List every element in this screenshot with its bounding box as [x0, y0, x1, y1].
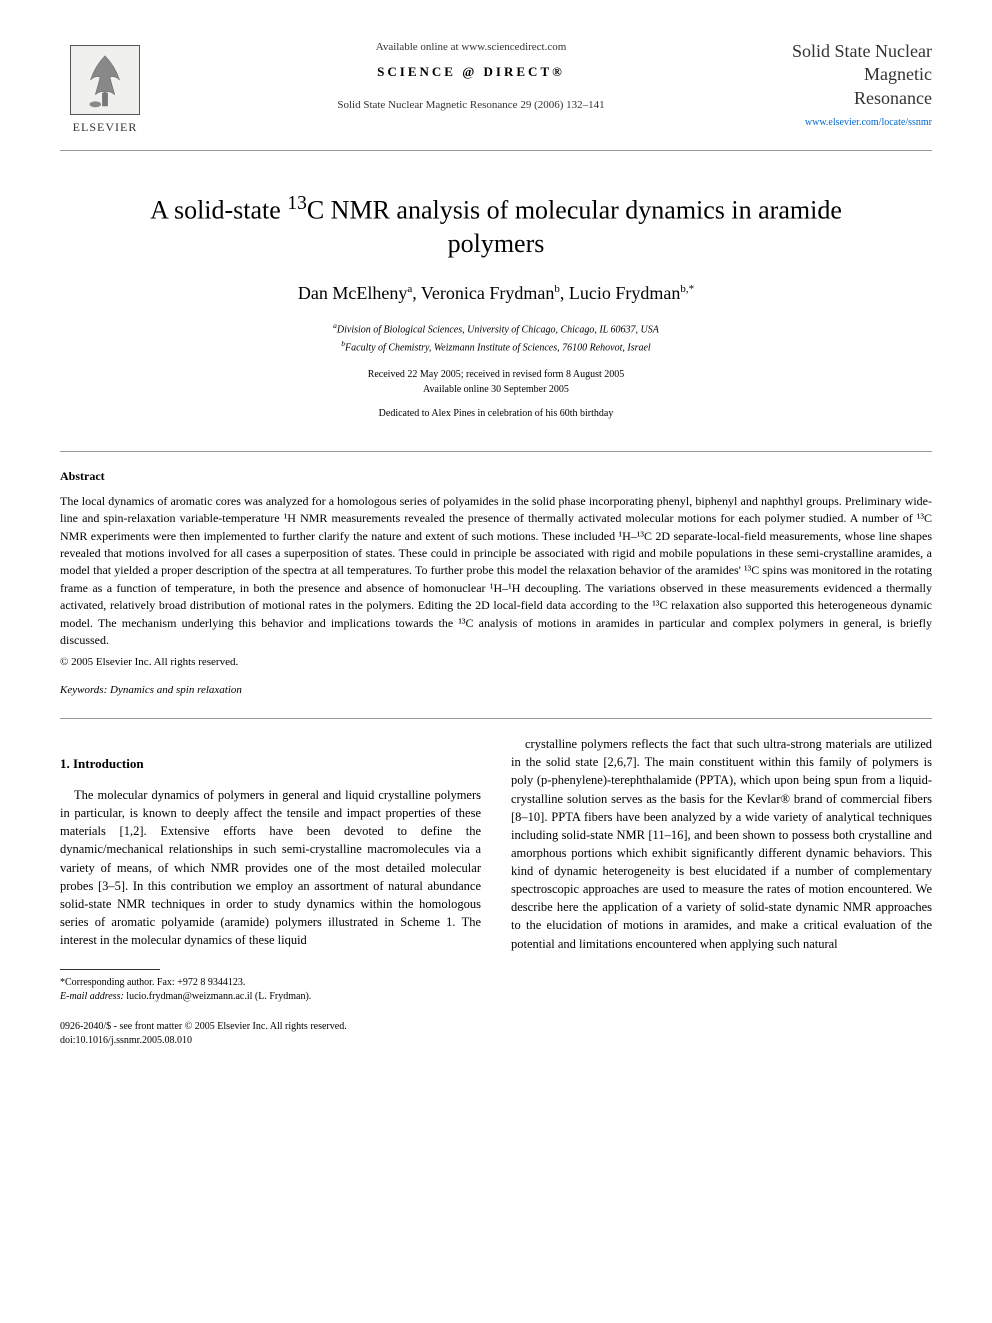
- author-3: Lucio Frydman: [569, 283, 680, 303]
- intro-paragraph-left: The molecular dynamics of polymers in ge…: [60, 786, 481, 949]
- keywords-label: Keywords:: [60, 684, 107, 696]
- online-date: Available online 30 September 2005: [423, 384, 569, 395]
- science-direct-logo: SCIENCE @ DIRECT®: [170, 63, 772, 81]
- article-dates: Received 22 May 2005; received in revise…: [60, 367, 932, 397]
- journal-reference: Solid State Nuclear Magnetic Resonance 2…: [170, 98, 772, 113]
- header-center: Available online at www.sciencedirect.co…: [150, 40, 792, 113]
- column-right: crystalline polymers reflects the fact t…: [511, 735, 932, 1048]
- abstract-heading: Abstract: [60, 468, 932, 485]
- received-date: Received 22 May 2005; received in revise…: [368, 369, 625, 380]
- affiliation-a: Division of Biological Sciences, Univers…: [337, 325, 659, 336]
- authors-line: Dan McElhenya, Veronica Frydmanb, Lucio …: [60, 281, 932, 306]
- article-title: A solid-state 13C NMR analysis of molecu…: [100, 191, 892, 261]
- title-text-pre: A solid-state: [150, 196, 287, 225]
- doi-block: 0926-2040/$ - see front matter © 2005 El…: [60, 1020, 481, 1048]
- journal-title-box: Solid State Nuclear Magnetic Resonance w…: [792, 40, 932, 130]
- elsevier-label: ELSEVIER: [73, 119, 138, 136]
- divider-bottom: [60, 718, 932, 719]
- author-2: Veronica Frydman: [421, 283, 554, 303]
- journal-url-link[interactable]: www.elsevier.com/locate/ssnmr: [792, 116, 932, 130]
- author-2-affil: b: [554, 283, 560, 295]
- journal-title: Solid State Nuclear Magnetic Resonance: [792, 40, 932, 110]
- column-left: 1. Introduction The molecular dynamics o…: [60, 735, 481, 1048]
- page-header: ELSEVIER Available online at www.science…: [60, 40, 932, 151]
- doi-line: doi:10.1016/j.ssnmr.2005.08.010: [60, 1034, 481, 1048]
- footnote-rule: [60, 969, 160, 970]
- body-columns: 1. Introduction The molecular dynamics o…: [60, 735, 932, 1048]
- title-superscript: 13: [287, 193, 307, 214]
- front-matter-line: 0926-2040/$ - see front matter © 2005 El…: [60, 1020, 481, 1034]
- affiliations: aDivision of Biological Sciences, Univer…: [60, 320, 932, 355]
- abstract-copyright: © 2005 Elsevier Inc. All rights reserved…: [60, 655, 932, 670]
- email-footnote: E-mail address: lucio.frydman@weizmann.a…: [60, 990, 481, 1004]
- author-1-affil: a: [407, 283, 412, 295]
- elsevier-tree-icon: [70, 45, 140, 115]
- author-1: Dan McElheny: [298, 283, 407, 303]
- elsevier-logo: ELSEVIER: [60, 40, 150, 140]
- available-online-text: Available online at www.sciencedirect.co…: [170, 40, 772, 55]
- keywords: Keywords: Dynamics and spin relaxation: [60, 683, 932, 698]
- affiliation-b: Faculty of Chemistry, Weizmann Institute…: [345, 342, 651, 353]
- email-address: lucio.frydman@weizmann.ac.il (L. Frydman…: [124, 991, 312, 1002]
- abstract-text: The local dynamics of aromatic cores was…: [60, 493, 932, 650]
- divider-top: [60, 451, 932, 452]
- author-3-affil: b,*: [680, 283, 694, 295]
- title-text-post: C NMR analysis of molecular dynamics in …: [307, 196, 842, 259]
- dedication: Dedicated to Alex Pines in celebration o…: [60, 407, 932, 421]
- intro-paragraph-right: crystalline polymers reflects the fact t…: [511, 735, 932, 953]
- section-1-heading: 1. Introduction: [60, 755, 481, 774]
- keywords-text: Dynamics and spin relaxation: [107, 684, 242, 696]
- corresponding-author-footnote: *Corresponding author. Fax: +972 8 93441…: [60, 976, 481, 990]
- email-label: E-mail address:: [60, 991, 124, 1002]
